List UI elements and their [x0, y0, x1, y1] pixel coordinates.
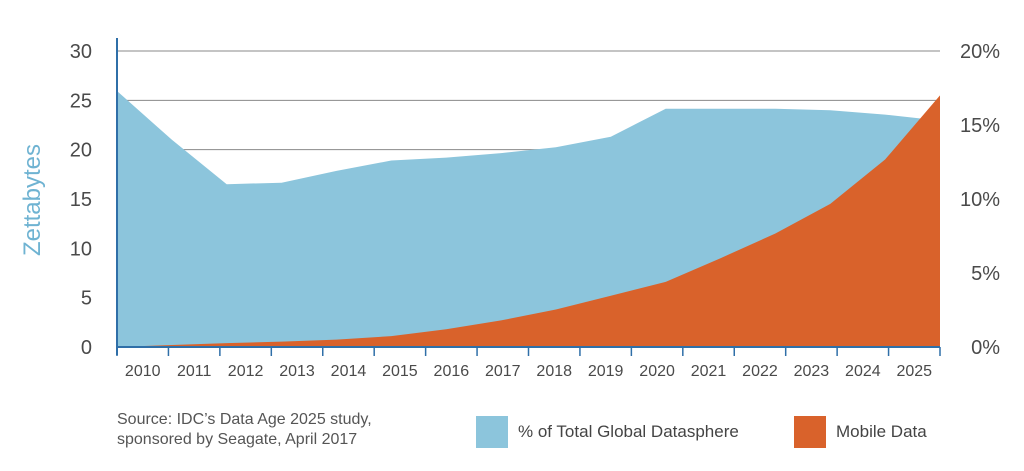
y-tick-label: 5 — [81, 288, 92, 310]
x-tick-label: 2022 — [742, 363, 778, 380]
y2-tick-label: 15% — [960, 115, 1000, 137]
x-tick-label: 2020 — [639, 363, 675, 380]
x-tick-label: 2011 — [177, 363, 212, 380]
chart-areas — [117, 91, 940, 348]
x-tick-label: 2016 — [434, 363, 470, 380]
source-line-2: sponsored by Seagate, April 2017 — [117, 431, 358, 448]
x-tick-label: 2012 — [228, 363, 264, 380]
x-tick-label: 2013 — [279, 363, 315, 380]
source-note: Source: IDC’s Data Age 2025 study, spons… — [117, 410, 417, 450]
y2-tick-label: 5% — [971, 263, 1000, 285]
x-tick-label: 2017 — [485, 363, 521, 380]
x-tick-label: 2015 — [382, 363, 418, 380]
y-axis-label: Zettabytes — [19, 144, 46, 256]
legend-item-mobile-data: Mobile Data — [794, 415, 927, 449]
y-tick-label: 30 — [70, 41, 92, 63]
right-axis-ticks: 0% 5% 10% 15% 20% — [960, 41, 1000, 359]
x-tick-label: 2010 — [125, 363, 161, 380]
y2-tick-label: 20% — [960, 41, 1000, 63]
y-tick-label: 20 — [70, 140, 92, 162]
y2-tick-label: 10% — [960, 189, 1000, 211]
y2-tick-label: 0% — [971, 337, 1000, 359]
legend-swatch-mobile-data — [794, 416, 826, 448]
legend-item-datasphere: % of Total Global Datasphere — [476, 415, 739, 449]
x-tick-label: 2023 — [794, 363, 830, 380]
left-axis-ticks: 0 5 10 15 20 25 30 — [70, 41, 92, 359]
x-tick-label: 2014 — [331, 363, 367, 380]
y-tick-label: 15 — [70, 189, 92, 211]
axes — [116, 38, 941, 356]
legend-label-mobile-data: Mobile Data — [836, 422, 927, 441]
x-tick-label: 2019 — [588, 363, 624, 380]
y-tick-label: 0 — [81, 337, 92, 359]
y-tick-label: 10 — [70, 238, 92, 260]
x-tick-label: 2024 — [845, 363, 881, 380]
mobile-data-area — [117, 95, 940, 348]
x-tick-label: 2021 — [691, 363, 727, 380]
x-axis-ticks: 2010 2011 2012 2013 2014 2015 2016 2017 2018 2019… — [125, 363, 932, 380]
legend-swatch-datasphere — [476, 416, 508, 448]
y-tick-label: 25 — [70, 90, 92, 112]
source-line-1: Source: IDC’s Data Age 2025 study, — [117, 411, 372, 428]
legend-label-datasphere: % of Total Global Datasphere — [518, 422, 739, 441]
x-tick-label: 2018 — [536, 363, 572, 380]
x-tick-label: 2025 — [896, 363, 932, 380]
